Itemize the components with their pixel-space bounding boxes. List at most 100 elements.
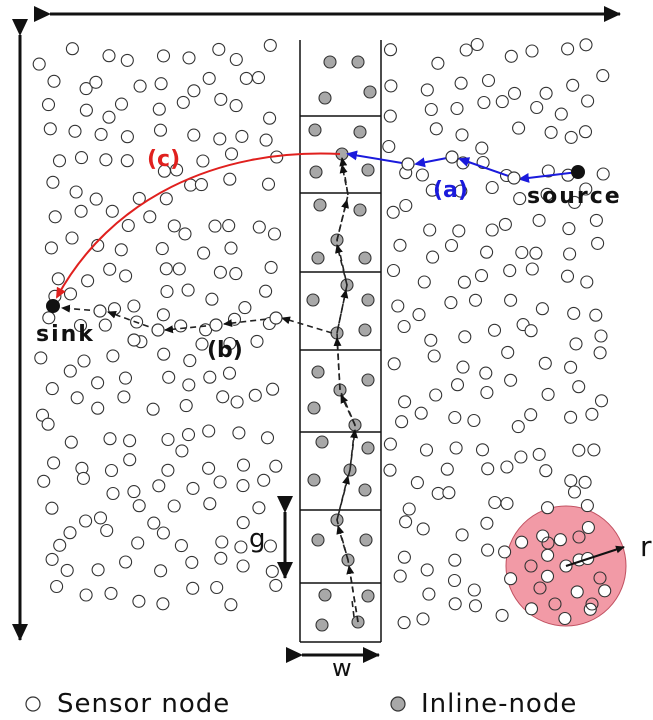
g-label: g — [249, 524, 266, 554]
sensor-node — [397, 550, 411, 564]
sensor-node — [382, 139, 396, 154]
sensor-node — [203, 370, 217, 384]
sensor-node — [257, 473, 271, 487]
inline-strip — [299, 40, 382, 643]
sensor-node — [44, 241, 58, 255]
sensor-node — [269, 578, 283, 592]
sensor-node — [265, 564, 279, 578]
sensor-node — [93, 511, 108, 525]
sensor-node — [261, 177, 276, 191]
sensor-node — [91, 376, 105, 390]
sensor-node — [427, 349, 441, 363]
sensor-node — [532, 213, 546, 227]
legend-inline-label: Inline-node — [421, 689, 577, 719]
sensor-node — [222, 366, 237, 380]
sensor-node — [41, 98, 56, 112]
sensor-node — [383, 109, 397, 123]
r-label: r — [640, 530, 652, 563]
sensor-node — [183, 354, 197, 368]
sensor-node — [533, 581, 547, 595]
sensor-node — [260, 431, 275, 445]
sensor-node — [74, 204, 88, 218]
sensor-node — [147, 516, 161, 530]
sensor-node — [447, 573, 462, 588]
sensor-node — [564, 360, 578, 374]
sensor-node — [174, 319, 188, 333]
sensor-node — [524, 602, 539, 616]
sensor-node — [397, 616, 411, 630]
sensor-node — [222, 219, 236, 233]
path-c-label: (c) — [147, 147, 180, 172]
sensor-node — [455, 128, 469, 142]
sensor-node — [70, 391, 84, 405]
sensor-node — [578, 125, 593, 139]
sensor-node — [598, 584, 612, 598]
sensor-node — [195, 337, 209, 351]
sensor-node — [467, 413, 481, 428]
sensor-node — [458, 330, 472, 344]
sensor-node — [479, 366, 493, 380]
sensor-node — [203, 497, 217, 511]
legend-inline-icon — [390, 696, 406, 712]
sensor-node — [119, 269, 133, 283]
sensor-node — [213, 265, 227, 279]
sensor-node — [529, 246, 543, 260]
sensor-node — [500, 460, 514, 474]
sensor-node — [456, 360, 470, 374]
sensor-node — [481, 462, 495, 476]
sensor-node — [540, 187, 554, 201]
sensor-node — [511, 420, 525, 434]
sensor-node — [94, 127, 108, 141]
sensor-node — [45, 501, 59, 515]
sensor-node — [455, 528, 469, 542]
sensor-node — [580, 275, 594, 289]
sensor-node — [91, 563, 105, 577]
sensor-node — [197, 246, 211, 260]
sensor-node — [541, 536, 555, 550]
sink-node — [46, 299, 60, 313]
sensor-node — [224, 241, 238, 255]
path-b-arrows — [61, 164, 359, 623]
sensor-node — [570, 585, 584, 599]
sensor-node — [106, 349, 120, 363]
sensor-node — [429, 122, 443, 136]
sensor-node — [564, 130, 578, 144]
sensor-node — [79, 103, 93, 117]
sensor-node — [223, 336, 237, 351]
sensor-node — [186, 581, 200, 595]
sensor-node — [587, 443, 601, 457]
sensor-node — [536, 529, 550, 543]
sensor-node — [467, 583, 481, 597]
sensor-node — [591, 236, 605, 250]
sensor-node — [79, 588, 93, 602]
inline-node — [311, 533, 325, 547]
sensor-node — [585, 597, 599, 611]
sensor-node — [131, 536, 145, 550]
sensor-node — [504, 572, 518, 586]
sensor-node — [132, 191, 146, 205]
sensor-node — [585, 407, 599, 421]
sensor-node — [541, 164, 555, 178]
sensor-node — [236, 458, 251, 472]
sensor-node — [512, 121, 526, 135]
sensor-node — [393, 569, 407, 583]
sensor-node — [229, 267, 243, 281]
sensor-node — [524, 559, 538, 573]
sink-label: sink — [36, 322, 95, 347]
sensor-node — [393, 238, 407, 252]
sensor-node — [132, 594, 146, 608]
sensor-node — [194, 178, 208, 192]
source-node — [571, 165, 585, 179]
sensor-node — [100, 523, 114, 538]
sensor-node — [46, 175, 60, 189]
sensor-node — [167, 219, 181, 233]
sensor-node — [429, 388, 443, 402]
sensor-node — [156, 526, 170, 540]
sensor-node — [383, 43, 398, 57]
sensor-node — [229, 52, 243, 67]
sensor-node — [560, 269, 575, 283]
sensor-node — [383, 463, 397, 477]
sensor-node — [504, 293, 518, 307]
sensor-node — [77, 354, 91, 368]
sensor-node — [416, 522, 430, 536]
